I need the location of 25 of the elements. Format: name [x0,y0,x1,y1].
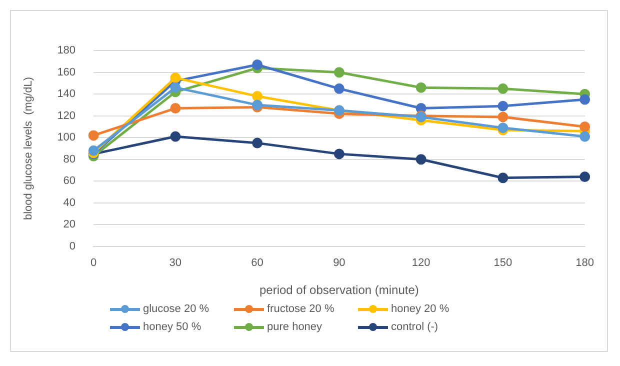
y-tick-label: 60 [63,175,76,188]
legend-label: pure honey [267,321,322,333]
x-tick-label: 180 [576,257,594,270]
y-tick-label: 180 [57,44,76,57]
y-tick-label: 40 [63,196,76,209]
x-tick-label: 120 [412,257,430,270]
x-tick-label: 0 [90,257,97,270]
legend-label: fructose 20 % [267,303,334,315]
y-tick-label: 0 [69,240,76,252]
y-tick-label: 160 [57,66,76,78]
x-tick-label: 60 [251,257,264,270]
x-tick-label: 30 [169,257,182,270]
legend-label: control (-) [391,321,438,333]
y-axis-title: blood glucose levels (mg/dL) [22,76,35,220]
x-tick-label: 150 [494,257,512,270]
x-axis-title: period of observation (minute) [259,283,419,298]
y-tick-label: 20 [63,218,76,231]
y-tick-label: 100 [57,132,76,144]
legend-label: honey 20 % [391,303,450,315]
y-tick-label: 120 [57,110,76,122]
y-tick-label: 140 [57,88,76,100]
legend-label: honey 50 % [143,321,202,333]
y-tick-label: 80 [63,153,76,166]
legend-label: glucose 20 % [143,303,210,315]
x-tick-label: 90 [333,257,346,270]
